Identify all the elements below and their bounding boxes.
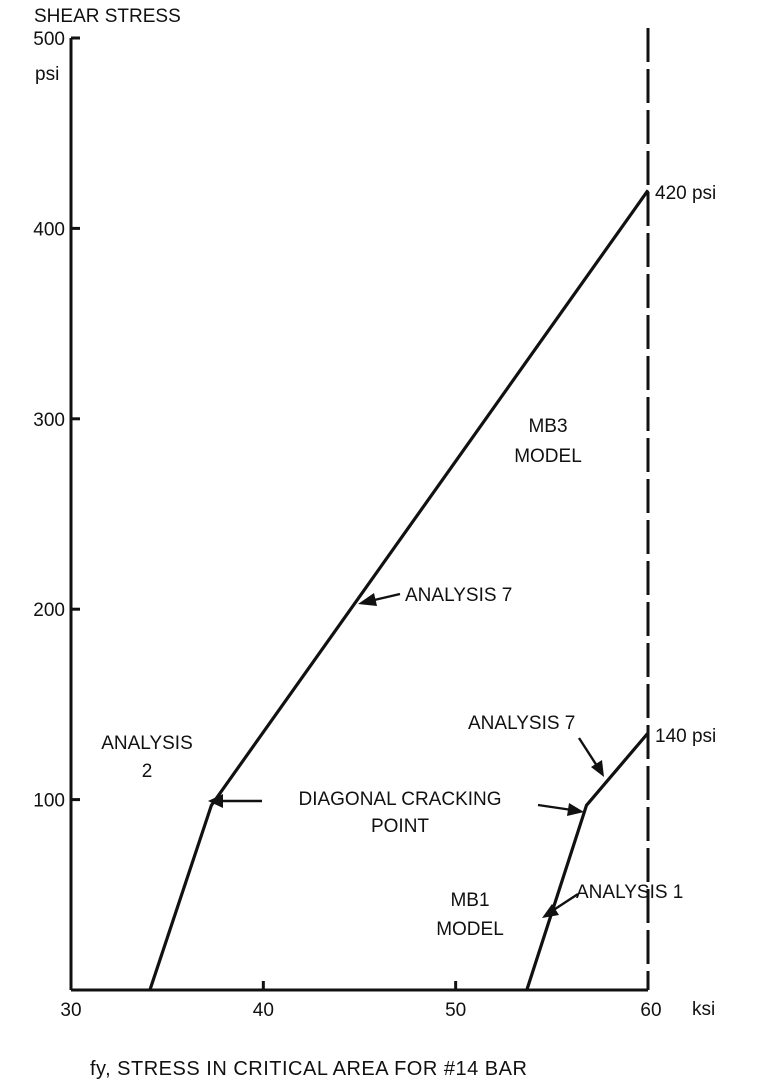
label-point: POINT	[371, 816, 429, 837]
arrowhead-diag-left	[208, 794, 223, 808]
annotation-arrows	[208, 592, 604, 918]
label-420-psi: 420 psi	[655, 183, 716, 204]
y-tick-label: 400	[33, 219, 65, 240]
arrowhead-diag-right	[567, 803, 584, 816]
arrowhead-analysis-1	[542, 904, 559, 918]
x-tick-label: 50	[445, 1000, 466, 1021]
label-mb1: MB1	[450, 890, 489, 911]
y-axis-unit: psi	[35, 64, 59, 85]
label-mb3-model: MODEL	[514, 446, 582, 467]
y-tick-label: 200	[33, 600, 65, 621]
label-analysis-7-upper: ANALYSIS 7	[405, 585, 512, 606]
ticks: 30 40 50 60 500 400 300 200 100	[33, 29, 661, 1021]
arrow-diag-right	[537, 803, 573, 812]
label-mb1-model: MODEL	[436, 919, 504, 940]
arrowhead-analysis-7-upper	[358, 593, 377, 606]
label-140-psi: 140 psi	[655, 726, 716, 747]
series-group	[148, 189, 650, 991]
series-line-mb3	[148, 189, 650, 991]
label-analysis-7-lower: ANALYSIS 7	[468, 713, 575, 734]
x-axis-title: fy, STRESS IN CRITICAL AREA FOR #14 BAR	[90, 1058, 527, 1080]
y-axis-title: SHEAR STRESS	[34, 6, 181, 27]
arrow-analysis-1	[551, 892, 579, 913]
label-analysis-2-num: 2	[142, 761, 153, 782]
arrow-analysis-7-lower	[577, 737, 601, 770]
x-tick-label: 30	[60, 1000, 81, 1021]
label-diagonal-cracking: DIAGONAL CRACKING	[298, 789, 501, 810]
label-analysis-2: ANALYSIS	[101, 733, 193, 754]
x-tick-label: 40	[253, 1000, 274, 1021]
label-analysis-1: ANALYSIS 1	[576, 882, 683, 903]
series-line-mb1	[525, 731, 650, 991]
y-tick-label: 100	[33, 791, 65, 812]
x-axis-unit: ksi	[692, 999, 715, 1020]
y-tick-label: 500	[33, 29, 65, 50]
arrowhead-analysis-7-lower	[591, 760, 604, 777]
y-tick-label: 300	[33, 410, 65, 431]
axes	[69, 36, 648, 992]
label-mb3: MB3	[528, 416, 567, 437]
x-tick-label: 60	[640, 1000, 661, 1021]
